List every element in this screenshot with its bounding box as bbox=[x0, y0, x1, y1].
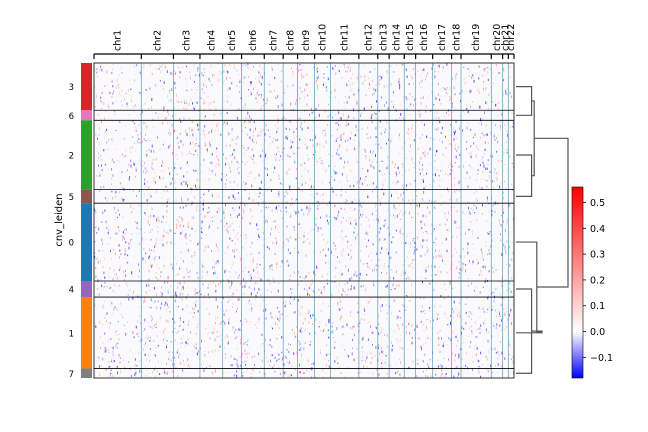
dendrogram-link bbox=[516, 288, 533, 374]
y-axis-label: cnv_leiden bbox=[54, 193, 65, 246]
dendrogram-link bbox=[534, 137, 569, 288]
chromosome-label: chr19 bbox=[471, 24, 482, 51]
chromosome-label: chr7 bbox=[269, 30, 280, 51]
heatmap-background bbox=[94, 63, 514, 378]
dendrogram bbox=[516, 86, 569, 374]
colorbar-tick-label: 0.2 bbox=[590, 275, 605, 286]
colorbar-tick-label: 0.4 bbox=[590, 224, 605, 235]
chromosome-label: chr12 bbox=[363, 24, 374, 51]
chromosome-label: chr18 bbox=[451, 24, 462, 51]
chromosome-axis: chr1 chr2 chr3 chr4 chr5 chr6 chr7 chr8 chr9 chr1… bbox=[93, 24, 517, 59]
chromosome-label: chr3 bbox=[182, 30, 193, 51]
group-label: 2 bbox=[69, 151, 74, 161]
group-color-6 bbox=[81, 110, 92, 121]
chromosome-label: chr22 bbox=[506, 24, 517, 51]
colorbar-tick-label: 0.0 bbox=[590, 327, 605, 338]
group-color-2 bbox=[81, 120, 92, 190]
chromosome-label: chr20 bbox=[492, 24, 503, 51]
colorbar bbox=[571, 186, 584, 379]
colorbar-tick-label: 0.1 bbox=[590, 301, 605, 312]
chromosome-label: chr13 bbox=[378, 24, 389, 51]
group-color-4 bbox=[81, 280, 92, 298]
chromosome-label: chr4 bbox=[206, 30, 217, 51]
group-color-bar: 3 6 2 5 0 4 1 7 bbox=[69, 63, 92, 380]
group-label: 0 bbox=[69, 239, 74, 249]
chromosome-label: chr5 bbox=[227, 30, 238, 51]
group-color-3 bbox=[81, 63, 92, 111]
group-color-7 bbox=[81, 368, 92, 378]
group-label: 5 bbox=[69, 193, 74, 203]
group-label: 6 bbox=[69, 112, 74, 122]
colorbar-tick-label: 0.5 bbox=[590, 198, 605, 209]
colorbar-tick-label: −0.1 bbox=[590, 353, 613, 364]
heatmap-frame bbox=[93, 62, 515, 379]
group-separators bbox=[94, 109, 514, 369]
chromosome-label: chr10 bbox=[318, 24, 329, 51]
chromosome-label: chr6 bbox=[248, 30, 259, 51]
chromosome-label: chr2 bbox=[152, 30, 163, 51]
dendrogram-link bbox=[516, 154, 533, 198]
chromosome-label: chr8 bbox=[285, 30, 296, 51]
chromosome-label: chr16 bbox=[419, 24, 430, 51]
chromosome-label: chr14 bbox=[392, 24, 403, 51]
colorbar-tick-label: 0.3 bbox=[590, 250, 605, 261]
chromosome-label: chr9 bbox=[301, 30, 312, 51]
group-label: 4 bbox=[69, 286, 74, 296]
chromosome-label: chr1 bbox=[113, 30, 124, 51]
chromosome-label: chr11 bbox=[340, 24, 351, 51]
group-color-0 bbox=[81, 203, 92, 281]
group-color-5 bbox=[81, 189, 92, 204]
dendrogram-link bbox=[516, 86, 533, 116]
chromosome-label: chr17 bbox=[437, 24, 448, 51]
chromosome-separators bbox=[140, 63, 509, 378]
group-color-1 bbox=[81, 297, 92, 369]
chromosome-label: chr15 bbox=[405, 24, 416, 51]
group-label: 1 bbox=[69, 329, 74, 339]
group-label: 7 bbox=[69, 370, 74, 380]
group-label: 3 bbox=[69, 83, 74, 93]
colorbar-ticks: 0.5 0.4 0.3 0.2 0.1 0.0 −0.1 bbox=[583, 198, 613, 364]
heatmap-cells bbox=[94, 63, 514, 378]
chromosome-label: chr21 bbox=[500, 24, 511, 51]
